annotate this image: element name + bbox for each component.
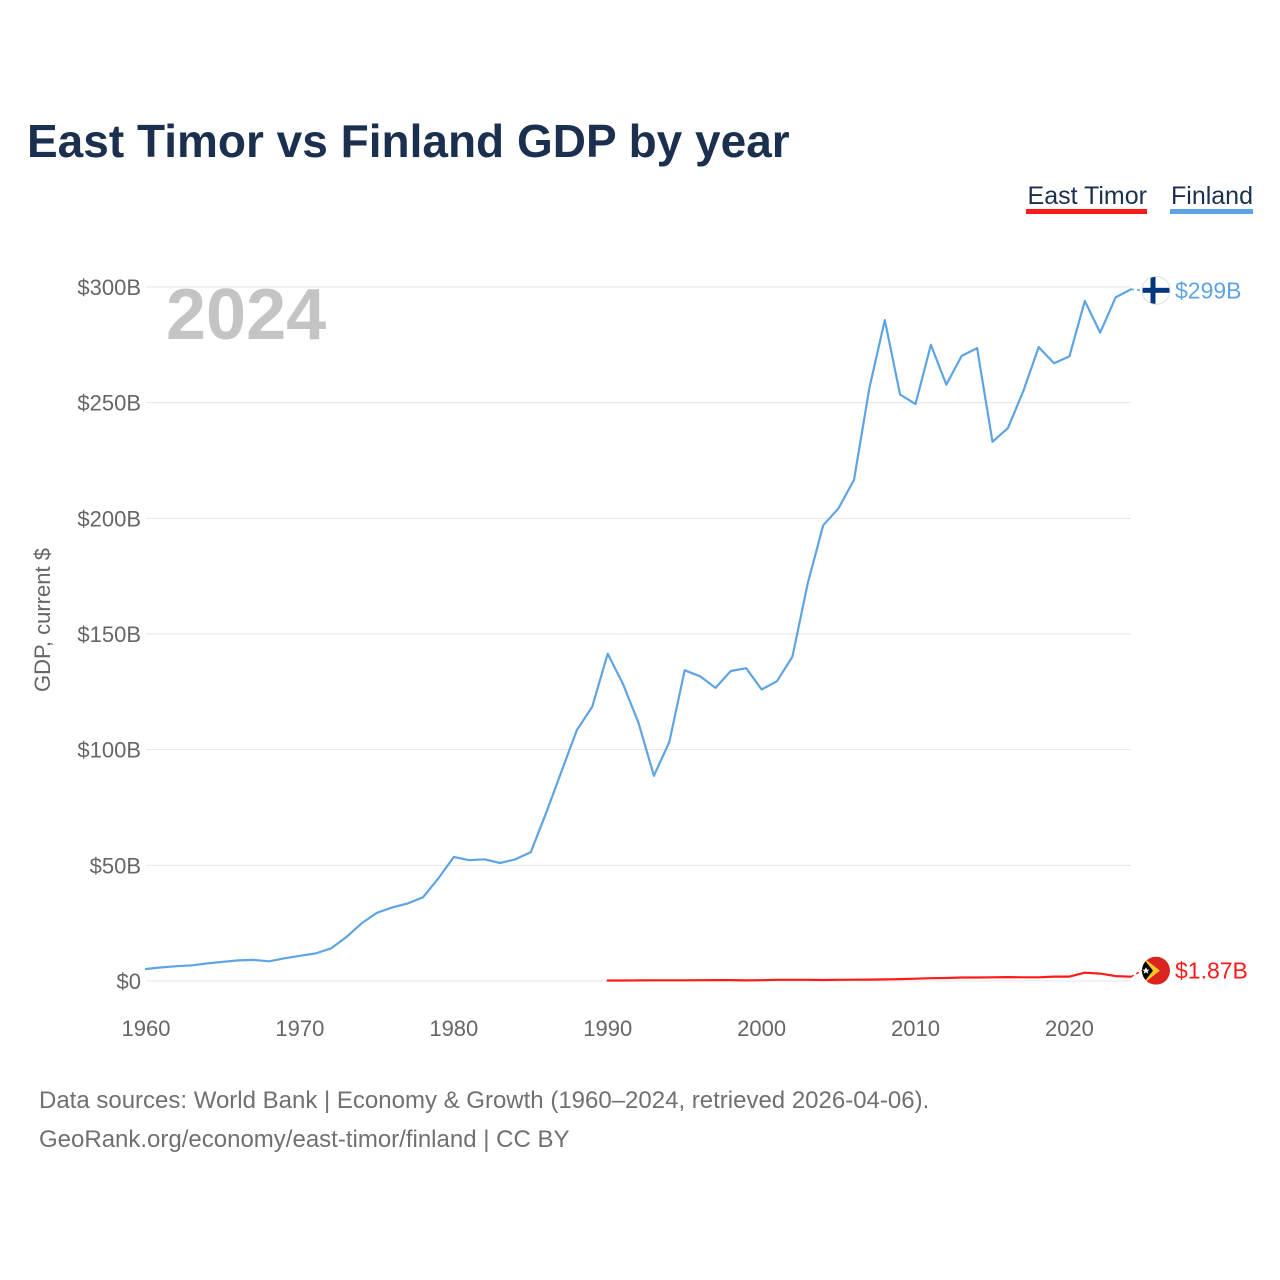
- legend-swatch-finland: [1170, 209, 1253, 214]
- legend-label-east-timor[interactable]: East Timor: [1028, 182, 1147, 210]
- y-tick-label: $50B: [90, 853, 141, 878]
- current-year-label: 2024: [166, 275, 326, 355]
- series-line-finland[interactable]: [144, 288, 1133, 971]
- x-tick-label: 1970: [275, 1016, 324, 1041]
- x-tick-label: 1990: [583, 1016, 632, 1041]
- grid: [146, 286, 1131, 982]
- source-line-2[interactable]: GeoRank.org/economy/east-timor/finland |…: [39, 1126, 569, 1153]
- y-tick-label: $200B: [77, 506, 141, 531]
- legend-swatch-east-timor: [1026, 209, 1147, 214]
- series-end-markers: $1.87B $299B: [1130, 275, 1248, 985]
- page-title: East Timor vs Finland GDP by year: [27, 115, 790, 167]
- series-line-east-timor[interactable]: [606, 971, 1133, 982]
- east-timor-flag-icon: [1142, 956, 1170, 985]
- series: [144, 288, 1133, 982]
- x-axis: 1960 1970 1980 1990 2000 2010 2020: [122, 1016, 1094, 1041]
- legend-label-finland[interactable]: Finland: [1171, 182, 1253, 210]
- y-axis: $0 $50B $100B $150B $200B $250B $300B: [77, 275, 141, 994]
- y-tick-label: $0: [117, 969, 141, 994]
- x-tick-label: 2000: [737, 1016, 786, 1041]
- legend-item-east-timor[interactable]: East Timor: [1026, 182, 1147, 214]
- y-tick-label: $250B: [77, 391, 141, 416]
- legend: East Timor Finland: [1026, 182, 1253, 214]
- end-connector-finland: [1130, 288, 1143, 292]
- x-tick-label: 2020: [1045, 1016, 1094, 1041]
- end-label-finland: $299B: [1175, 277, 1242, 303]
- legend-item-finland[interactable]: Finland: [1170, 182, 1253, 214]
- end-connector-east-timor: [1130, 970, 1143, 978]
- y-tick-label: $100B: [77, 738, 141, 763]
- y-axis-title: GDP, current $: [30, 548, 55, 692]
- end-label-east-timor: $1.87B: [1175, 958, 1248, 984]
- y-tick-label: $150B: [77, 622, 141, 647]
- source-line-1: Data sources: World Bank | Economy & Gro…: [39, 1087, 929, 1114]
- x-tick-label: 1980: [429, 1016, 478, 1041]
- x-tick-label: 1960: [122, 1016, 171, 1041]
- x-tick-label: 2010: [891, 1016, 940, 1041]
- finland-flag-icon: [1141, 275, 1171, 305]
- y-tick-label: $300B: [77, 275, 141, 300]
